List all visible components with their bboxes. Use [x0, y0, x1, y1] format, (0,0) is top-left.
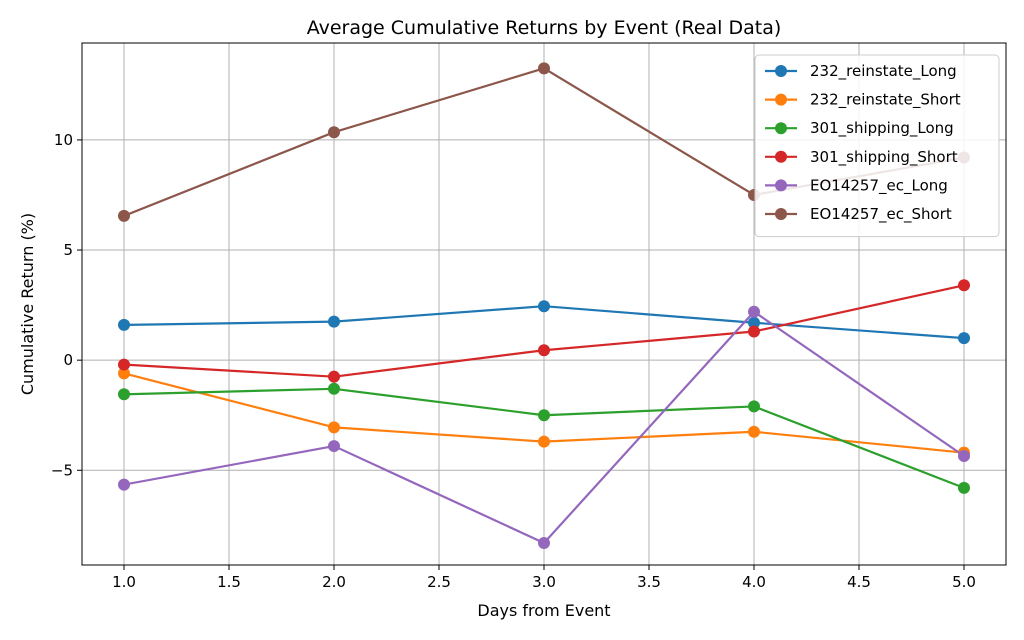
x-tick-label: 2.5: [427, 573, 451, 591]
data-point: [118, 358, 130, 371]
series-232_reinstate_Long: [118, 300, 970, 345]
y-axis: −5 0 5 10: [51, 131, 82, 479]
data-point: [328, 370, 340, 383]
legend-item: 232_reinstate_Short: [765, 91, 961, 110]
y-tick-label: 5: [63, 241, 73, 259]
data-point: [958, 449, 970, 462]
x-axis-label: Days from Event: [477, 601, 610, 620]
legend-label: 301_shipping_Short: [810, 148, 958, 167]
x-tick-label: 1.5: [217, 573, 241, 591]
data-point: [958, 332, 970, 345]
y-tick-label: −5: [51, 461, 73, 479]
x-tick-label: 5.0: [952, 573, 976, 591]
legend-label: 232_reinstate_Short: [810, 91, 961, 110]
data-point: [958, 279, 970, 292]
data-point: [118, 388, 130, 401]
x-tick-label: 4.5: [847, 573, 871, 591]
x-tick-label: 3.0: [532, 573, 556, 591]
legend-marker: [775, 208, 787, 220]
data-point: [538, 62, 550, 75]
legend-marker: [775, 122, 787, 135]
x-tick-label: 2.0: [322, 573, 346, 591]
x-axis: 1.0 1.5 2.0 2.5 3.0 3.5 4.0 4.5 5.0: [112, 565, 976, 591]
data-point: [748, 425, 760, 438]
legend-label: EO14257_ec_Long: [810, 176, 948, 195]
data-point: [748, 325, 760, 338]
data-point: [538, 409, 550, 422]
data-point: [748, 305, 760, 318]
legend-label: EO14257_ec_Short: [810, 205, 952, 224]
data-point: [538, 300, 550, 313]
data-point: [328, 315, 340, 328]
legend-item: EO14257_ec_Short: [765, 205, 952, 224]
data-point: [538, 435, 550, 448]
data-point: [538, 344, 550, 357]
y-tick-label: 10: [54, 131, 73, 149]
data-point: [748, 400, 760, 413]
legend-marker: [775, 150, 787, 163]
legend-box: [754, 54, 1000, 238]
data-point: [538, 536, 550, 549]
series-EO14257_ec_Long: [118, 305, 970, 549]
data-point: [118, 478, 130, 491]
legend-label: 301_shipping_Long: [810, 119, 954, 138]
legend-label: 232_reinstate_Long: [810, 62, 957, 81]
legend-item: 232_reinstate_Long: [765, 62, 957, 81]
data-point: [118, 209, 130, 222]
y-tick-label: 0: [63, 351, 73, 369]
data-point: [118, 367, 130, 380]
data-point: [328, 126, 340, 139]
data-point: [328, 421, 340, 434]
x-tick-label: 3.5: [637, 573, 661, 591]
x-tick-label: 4.0: [742, 573, 766, 591]
legend-marker: [775, 179, 787, 192]
legend-item: 301_shipping_Short: [765, 148, 958, 167]
legend-marker: [775, 93, 787, 106]
data-point: [328, 440, 340, 453]
data-point: [748, 316, 760, 329]
data-point: [118, 318, 130, 331]
legend-marker: [775, 65, 787, 77]
series-301_shipping_Short: [118, 279, 970, 383]
series-301_shipping_Long: [118, 382, 970, 494]
y-axis-label: Cumulative Return (%): [18, 213, 37, 395]
x-tick-label: 1.0: [112, 573, 136, 591]
legend: 232_reinstate_Long 232_reinstate_Short 301…: [754, 54, 1000, 238]
legend-item: EO14257_ec_Long: [765, 176, 948, 195]
chart-title: Average Cumulative Returns by Event (Rea…: [307, 17, 782, 39]
data-point: [328, 382, 340, 395]
legend-item: 301_shipping_Long: [765, 119, 954, 138]
data-point: [958, 481, 970, 494]
